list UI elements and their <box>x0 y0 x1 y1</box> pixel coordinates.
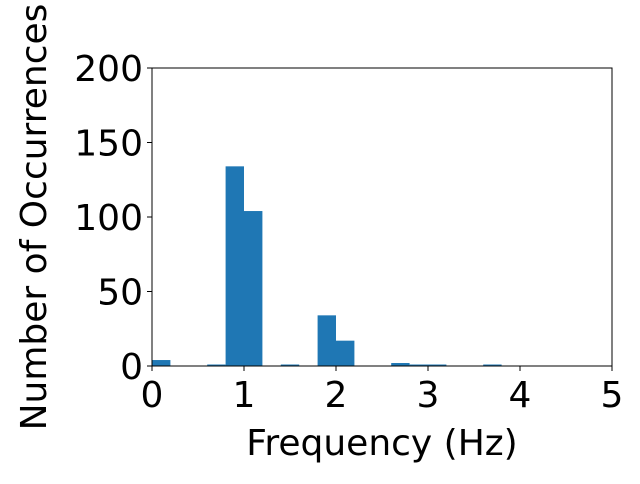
bars-layer <box>152 166 502 366</box>
histogram-bar <box>280 364 300 366</box>
x-tick-label: 4 <box>509 375 532 416</box>
histogram-bar <box>428 364 447 366</box>
y-axis-title: Number of Occurrences <box>14 4 55 431</box>
x-tick-label: 2 <box>325 375 348 416</box>
x-tick-label: 1 <box>233 375 256 416</box>
histogram-bar <box>244 211 263 366</box>
histogram-bar <box>152 360 171 366</box>
y-tick-label: 0 <box>120 347 143 388</box>
histogram-bar <box>409 364 428 366</box>
plot-frame <box>151 67 613 367</box>
y-tick-label: 200 <box>74 49 143 90</box>
histogram-bar <box>483 364 502 366</box>
histogram-bar <box>336 340 355 366</box>
histogram-bar <box>225 166 244 366</box>
y-tick-label: 100 <box>74 198 143 239</box>
histogram-bar <box>317 315 336 366</box>
x-tick-label: 5 <box>601 375 624 416</box>
y-tick-label: 150 <box>74 124 143 165</box>
x-tick-label: 3 <box>417 375 440 416</box>
y-tick-label: 50 <box>97 273 143 314</box>
x-tick-label: 0 <box>141 375 164 416</box>
histogram-bar <box>207 364 226 366</box>
x-axis-title: Frequency (Hz) <box>246 423 517 464</box>
histogram-bar <box>391 363 410 366</box>
